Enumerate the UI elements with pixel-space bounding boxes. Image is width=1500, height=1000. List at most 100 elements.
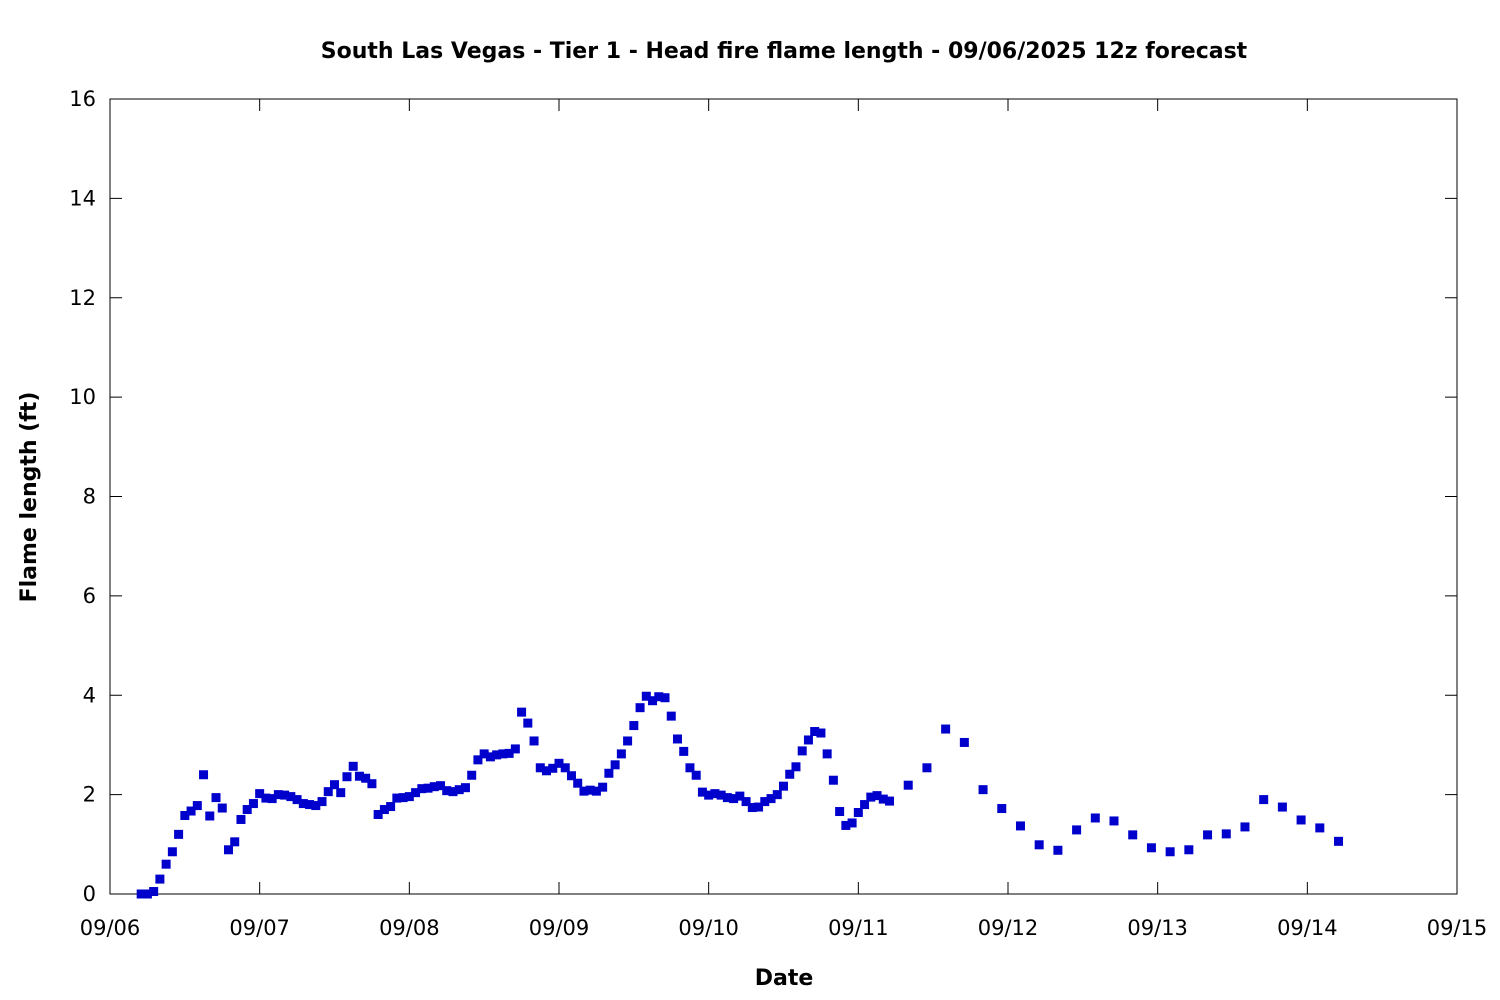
data-point xyxy=(517,707,527,717)
data-point xyxy=(479,749,489,759)
data-point xyxy=(454,785,464,795)
data-point xyxy=(760,797,770,807)
data-point xyxy=(847,818,857,828)
data-point xyxy=(448,787,458,797)
data-point xyxy=(598,782,608,792)
x-axis-label: Date xyxy=(755,966,814,991)
data-point xyxy=(155,874,165,884)
data-point xyxy=(485,752,495,762)
data-point xyxy=(810,727,820,737)
data-point xyxy=(803,735,813,745)
y-tick-label: 8 xyxy=(83,485,96,509)
data-point xyxy=(1240,822,1250,832)
x-tick-label: 09/13 xyxy=(1127,916,1188,940)
data-points xyxy=(136,691,1344,899)
data-point xyxy=(167,847,177,857)
data-point xyxy=(542,766,552,776)
data-point xyxy=(298,799,308,809)
data-point xyxy=(573,778,583,788)
data-point xyxy=(386,802,396,812)
y-tick-label: 6 xyxy=(83,584,96,608)
data-point xyxy=(1259,795,1269,805)
data-point xyxy=(822,749,832,759)
data-point xyxy=(616,749,626,759)
data-point xyxy=(336,788,346,798)
y-tick-label: 4 xyxy=(83,683,96,707)
data-point xyxy=(323,787,333,797)
chart-title: South Las Vegas - Tier 1 - Head fire fla… xyxy=(321,39,1248,64)
data-point xyxy=(747,803,757,813)
data-point xyxy=(660,693,670,703)
data-point xyxy=(436,781,446,791)
data-point xyxy=(1277,802,1287,812)
data-point xyxy=(442,786,452,796)
x-tick-label: 09/14 xyxy=(1277,916,1338,940)
data-point xyxy=(280,790,290,800)
data-point xyxy=(354,771,364,781)
data-point xyxy=(248,799,258,809)
data-point xyxy=(1221,829,1231,839)
y-tick-label: 16 xyxy=(69,87,96,111)
data-point xyxy=(866,792,876,802)
data-point xyxy=(330,780,339,790)
data-point xyxy=(997,804,1007,814)
data-point xyxy=(566,771,576,781)
data-point xyxy=(585,785,595,795)
data-point xyxy=(648,696,658,706)
data-point xyxy=(286,792,296,802)
data-point xyxy=(342,772,352,782)
data-point xyxy=(1165,847,1175,857)
x-tick-label: 09/11 xyxy=(828,916,889,940)
data-point xyxy=(429,782,439,792)
data-point xyxy=(492,750,502,760)
data-point xyxy=(1053,845,1063,855)
data-point xyxy=(828,775,838,785)
data-point xyxy=(978,785,988,795)
data-point xyxy=(373,810,383,819)
y-tick-label: 12 xyxy=(69,286,96,310)
data-point xyxy=(348,761,358,771)
data-point xyxy=(174,829,184,839)
data-point xyxy=(1334,836,1344,846)
data-point xyxy=(273,790,283,800)
data-point xyxy=(785,769,795,779)
data-point xyxy=(1090,813,1100,823)
data-point xyxy=(741,797,751,807)
data-point xyxy=(199,770,209,780)
data-point xyxy=(361,773,371,783)
data-point xyxy=(735,791,745,801)
data-point xyxy=(672,734,682,744)
data-point xyxy=(161,859,171,869)
data-point xyxy=(872,791,882,801)
data-point xyxy=(1015,821,1025,831)
data-point xyxy=(629,721,639,731)
data-point xyxy=(554,758,564,768)
data-point xyxy=(754,802,764,812)
data-point xyxy=(292,795,302,805)
data-point xyxy=(1296,815,1306,825)
data-point xyxy=(460,783,470,793)
data-point xyxy=(411,788,421,798)
data-point xyxy=(423,783,433,793)
data-point xyxy=(1034,840,1044,850)
data-point xyxy=(192,801,202,811)
data-point xyxy=(467,770,477,780)
data-point xyxy=(772,790,782,800)
data-point xyxy=(604,768,614,778)
data-point xyxy=(610,760,620,770)
data-point xyxy=(379,805,389,815)
data-point xyxy=(398,793,408,803)
data-point xyxy=(236,814,246,824)
data-point xyxy=(529,736,539,746)
data-point xyxy=(641,691,651,701)
data-point xyxy=(548,763,558,773)
data-point xyxy=(523,718,533,728)
plot-area-border xyxy=(109,98,1458,895)
data-point xyxy=(922,763,932,773)
data-point xyxy=(722,793,732,803)
data-point xyxy=(841,820,851,830)
data-point xyxy=(853,808,863,818)
data-point xyxy=(860,800,870,810)
data-point xyxy=(654,692,664,702)
